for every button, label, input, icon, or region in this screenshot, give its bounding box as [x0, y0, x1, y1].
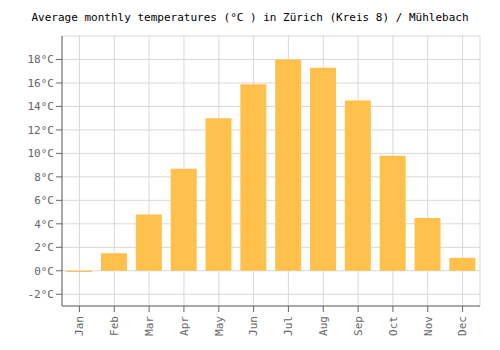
svg-text:Jan: Jan — [73, 316, 86, 336]
svg-text:Nov: Nov — [422, 316, 435, 336]
svg-text:Mar: Mar — [143, 316, 156, 336]
svg-text:Aug: Aug — [317, 316, 330, 336]
svg-text:Feb: Feb — [108, 316, 121, 336]
svg-text:Oct: Oct — [387, 316, 400, 336]
svg-text:Dec: Dec — [456, 316, 469, 336]
svg-text:Apr: Apr — [178, 316, 191, 336]
svg-text:10°C: 10°C — [28, 147, 55, 160]
svg-text:May: May — [213, 316, 226, 336]
svg-text:Sep: Sep — [352, 316, 365, 336]
svg-text:14°C: 14°C — [28, 100, 55, 113]
svg-text:8°C: 8°C — [34, 171, 54, 184]
svg-text:12°C: 12°C — [28, 124, 55, 137]
svg-text:4°C: 4°C — [34, 218, 54, 231]
svg-text:2°C: 2°C — [34, 241, 54, 254]
svg-text:18°C: 18°C — [28, 53, 55, 66]
svg-text:Jun: Jun — [247, 316, 260, 336]
svg-text:Jul: Jul — [282, 316, 295, 336]
svg-text:0°C: 0°C — [34, 265, 54, 278]
svg-text:6°C: 6°C — [34, 194, 54, 207]
svg-text:16°C: 16°C — [28, 77, 55, 90]
svg-text:-2°C: -2°C — [28, 288, 55, 301]
html-text:Average monthly temperatures (: Average monthly temperatures (°C ) in Zü… — [31, 11, 469, 24]
